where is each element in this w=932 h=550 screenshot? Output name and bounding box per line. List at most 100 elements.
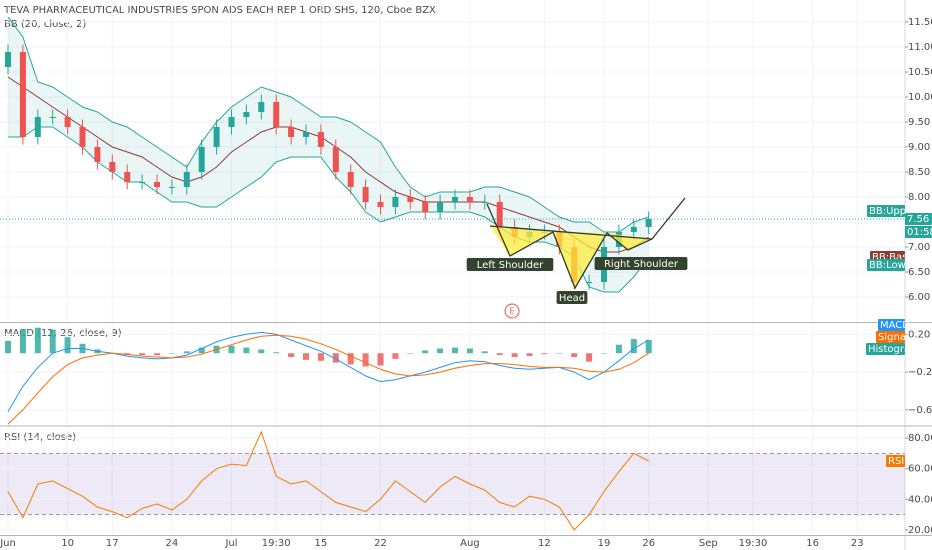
legend-signal-bg	[876, 331, 905, 343]
legend-rsi-text: RSI	[888, 456, 904, 467]
candle-body	[332, 147, 339, 172]
event-marker-text: E	[509, 307, 514, 316]
y-tick-label: 7.00	[908, 242, 930, 253]
candle-body	[19, 52, 26, 137]
candle-body	[586, 282, 593, 283]
histogram-bar	[243, 347, 250, 354]
histogram-bar	[317, 353, 324, 361]
histogram-bar	[64, 337, 71, 354]
histogram-bar	[466, 348, 473, 354]
series-line	[7, 16, 649, 233]
histogram-bar	[586, 353, 593, 362]
x-tick-label: Sep	[699, 538, 718, 549]
candle-body	[630, 227, 637, 232]
pattern-neckline	[489, 225, 653, 240]
legend-signal: Signal	[876, 331, 909, 343]
pattern-left-shoulder	[490, 226, 553, 256]
bb-title: BB (20, close, 2)	[4, 19, 86, 30]
histogram-bar	[571, 353, 578, 357]
legend-bb-upper-text: BB:Upper	[869, 206, 917, 217]
candle-body	[139, 182, 146, 183]
candle-body	[317, 132, 324, 147]
candle-body	[213, 127, 220, 147]
y-tick-label: 10.00	[908, 92, 932, 103]
series-line	[7, 430, 649, 531]
candle-body	[466, 197, 473, 202]
y-tick-label: 8.50	[908, 167, 930, 178]
histogram-bar	[392, 353, 399, 359]
y-tick-label: 10.50	[908, 67, 932, 78]
histogram-bar	[198, 347, 205, 354]
series-line	[7, 334, 649, 425]
histogram-bar	[288, 353, 295, 357]
candle-body	[392, 197, 399, 207]
histogram-bar	[332, 353, 339, 363]
candle-body	[198, 147, 205, 172]
candle-body	[79, 127, 86, 147]
candle-body	[124, 172, 131, 182]
candle-body	[347, 172, 354, 187]
x-tick-label: 10	[61, 538, 74, 549]
pattern-label-bg	[594, 257, 688, 270]
pattern-label-text: Right Shoulder	[604, 259, 679, 270]
histogram-bar	[303, 353, 309, 360]
countdown-label-bg	[905, 226, 932, 238]
y-tick-label: 9.00	[908, 142, 930, 153]
chart-title: TEVA PHARMACEUTICAL INDUSTRIES SPON ADS …	[3, 5, 436, 16]
y-tick-label: 40.00	[908, 494, 932, 505]
countdown-label: 01:58:40	[905, 226, 932, 238]
histogram-bar	[496, 353, 503, 356]
histogram-bar	[526, 353, 533, 357]
y-tick-label: 9.50	[908, 117, 930, 128]
y-tick-label: 8.00	[908, 192, 930, 203]
histogram-bar	[407, 353, 414, 354]
pattern-label-text: Left Shoulder	[477, 260, 544, 271]
legend-macd-text: MACD	[880, 320, 910, 331]
countdown-label-text: 01:58:40	[907, 227, 932, 238]
legend-rsi-bg	[886, 455, 905, 468]
candle-body	[288, 127, 295, 137]
legend-bb-basis-text: BB:Basis	[872, 252, 915, 263]
histogram-bar	[183, 351, 190, 354]
candle-body	[183, 172, 190, 187]
x-tick-label: 22	[374, 538, 387, 549]
candle-body	[228, 117, 235, 127]
histogram-bar	[228, 345, 235, 354]
macd-title: MACD (12, 26, close, 9)	[4, 328, 122, 339]
y-tick-label: 80.00	[908, 433, 932, 444]
x-tick-label: 19:30	[262, 538, 291, 549]
candle-body	[154, 182, 160, 187]
legend-bb-lower-text: BB:Lower	[869, 260, 917, 271]
histogram-bar	[19, 329, 26, 354]
candle-body	[496, 202, 503, 227]
legend-histogram-text: Histogram	[868, 344, 920, 355]
candle-body	[273, 102, 280, 127]
pattern-label-bg	[466, 258, 554, 271]
histogram-bar	[49, 329, 56, 354]
legend-bb-lower-bg	[867, 259, 905, 271]
candle-body	[258, 102, 265, 112]
pattern-label: Left Shoulder	[466, 258, 554, 271]
histogram-bar	[556, 353, 563, 354]
bb-band-fill	[8, 17, 649, 292]
pattern-outline	[486, 197, 686, 290]
pattern-label: Head	[556, 291, 588, 304]
x-tick-label: 19	[598, 538, 611, 549]
y-tick-label: 6.00	[908, 292, 930, 303]
histogram-bar	[630, 339, 637, 354]
y-tick-label: −0.20	[908, 367, 932, 378]
histogram-bar	[258, 349, 265, 354]
histogram-bar	[273, 352, 280, 354]
histogram-bar	[511, 353, 518, 357]
last-price-label: 7.56	[905, 213, 932, 225]
legend-histogram-bg	[866, 343, 905, 355]
candle-body	[94, 147, 101, 162]
y-tick-label: 60.00	[908, 464, 932, 475]
pattern-label-text: Head	[559, 293, 585, 304]
candle-body	[407, 197, 414, 202]
candle-body	[645, 219, 652, 227]
legend-bb-lower: BB:Lower	[867, 259, 917, 271]
histogram-bar	[481, 351, 488, 354]
